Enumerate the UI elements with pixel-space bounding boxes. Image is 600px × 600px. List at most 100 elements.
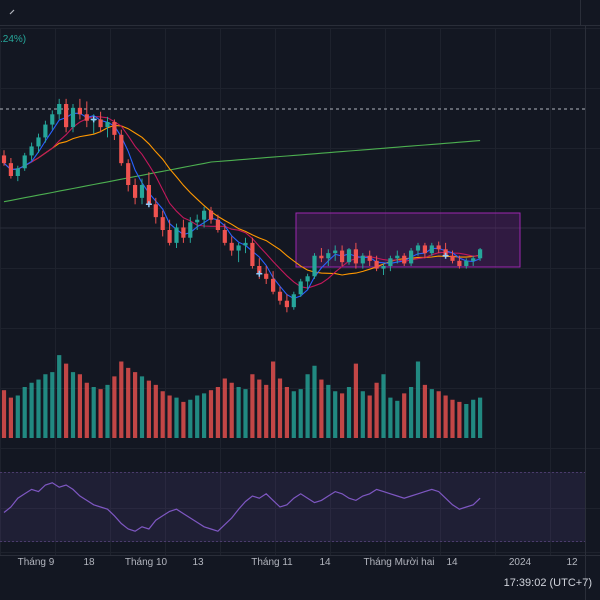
volume-bar: [236, 387, 241, 438]
candle-body: [346, 249, 352, 263]
candle-body: [443, 249, 448, 256]
volume-bar: [333, 391, 338, 438]
clock-time: 17:39:02 (UTC+7): [503, 577, 592, 589]
candle-body: [319, 255, 324, 259]
volume-bar: [457, 401, 462, 438]
signal-marker: [145, 201, 152, 208]
candle-body: [360, 255, 365, 264]
signal-marker: [90, 116, 97, 123]
candle-body: [146, 185, 151, 205]
candle-body: [64, 104, 69, 128]
volume-bar: [415, 361, 421, 438]
candle-body: [229, 242, 234, 251]
volume-bar: [298, 389, 303, 438]
volume-bar: [50, 372, 55, 438]
volume-bar: [119, 361, 124, 438]
candle-body: [257, 266, 262, 274]
candle-body: [436, 245, 441, 250]
volume-bar: [284, 387, 289, 438]
volume-bar: [84, 382, 89, 438]
candle-body: [181, 227, 186, 238]
volume-bar: [126, 367, 131, 438]
candle-body: [298, 281, 303, 295]
volume-bar: [367, 395, 372, 438]
volume-bar: [91, 387, 96, 438]
price-change-percent: .24%): [0, 34, 27, 45]
volume-bar: [436, 391, 441, 438]
candle-body: [29, 146, 34, 156]
volume-bar: [105, 384, 110, 438]
candle-body: [312, 255, 317, 277]
candle-body: [174, 227, 179, 243]
candle-body: [139, 185, 145, 198]
volume-bar: [450, 399, 455, 438]
candle-body: [167, 230, 172, 243]
volume-bar: [64, 363, 69, 438]
candle-body: [429, 245, 434, 254]
volume-bar: [43, 374, 48, 438]
ma-fast-line: [3, 112, 481, 300]
volume-bar: [1, 390, 7, 438]
volume-bar: [429, 389, 434, 438]
candle-body: [98, 119, 103, 128]
volume-bar: [381, 374, 386, 438]
signal-marker: [442, 252, 449, 259]
ma-slow-line: [3, 124, 481, 276]
candle-body: [77, 107, 82, 115]
candle-body: [43, 124, 48, 138]
candle-body: [395, 255, 400, 259]
x-axis-label: 18: [83, 557, 95, 568]
rsi-line: [3, 482, 481, 532]
volume-bar: [195, 395, 200, 438]
volume-bar: [422, 384, 427, 438]
volume-bar: [202, 393, 207, 438]
volume-bar: [133, 372, 138, 438]
candle-body: [15, 168, 20, 176]
signal-marker: [256, 270, 263, 277]
candle-body: [36, 137, 41, 147]
candle-body: [402, 255, 407, 264]
x-axis-label: Tháng 9: [18, 557, 55, 568]
volume-bar: [271, 361, 276, 438]
ma-medium-line: [3, 115, 481, 289]
volume-bar: [305, 374, 310, 438]
candle-body: [222, 230, 227, 243]
x-axis-label: 12: [566, 557, 578, 568]
volume-bar: [250, 374, 255, 438]
volume-bar: [29, 382, 34, 438]
candle-body: [1, 155, 7, 164]
volume-bar: [8, 397, 13, 438]
volume-bar: [388, 397, 393, 438]
volume-bar: [312, 365, 317, 438]
x-axis-label: Tháng 10: [125, 557, 168, 568]
chart-toolbar: [0, 0, 600, 26]
chevron-icon[interactable]: [9, 9, 15, 15]
candle-body: [57, 104, 62, 115]
x-axis-label: 14: [319, 557, 331, 568]
x-axis-label: Tháng Mười hai: [363, 557, 434, 568]
candle-body: [119, 134, 124, 164]
candle-body: [340, 250, 345, 263]
volume-bar: [22, 387, 27, 438]
candle-body: [50, 114, 55, 125]
volume-bar: [167, 395, 172, 438]
volume-bar: [188, 399, 193, 438]
candle-body: [133, 185, 138, 198]
candle-body: [374, 260, 379, 269]
candle-body: [478, 249, 483, 259]
candle-body: [326, 253, 331, 259]
candle-body: [464, 260, 469, 266]
candle-body: [422, 245, 427, 254]
candle-body: [250, 242, 255, 266]
candle-body: [208, 210, 214, 220]
volume-bar: [208, 390, 214, 438]
volume-bar: [443, 395, 448, 438]
volume-bar: [395, 400, 400, 438]
candle-body: [22, 155, 27, 169]
candle-body: [409, 250, 414, 264]
volume-bar: [70, 372, 76, 438]
candle-body: [215, 219, 220, 230]
candle-body: [105, 122, 110, 128]
candle-body: [243, 242, 248, 246]
